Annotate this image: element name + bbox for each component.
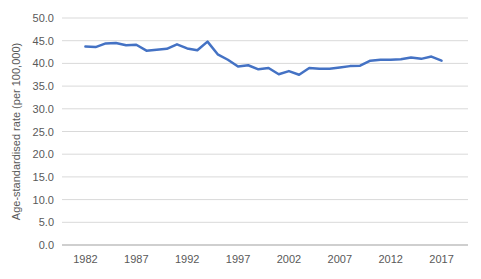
grid-line [62,199,468,200]
grid-line [62,86,468,87]
x-tick-label: 2012 [378,253,402,265]
grid-line [62,176,468,177]
x-tick-label: 2007 [328,253,352,265]
y-tick-label: 5.0 [39,216,54,228]
x-tick-label: 1997 [226,253,250,265]
y-tick-label: 25.0 [33,126,54,138]
grid-line [62,108,468,109]
y-tick-label: 45.0 [33,35,54,47]
y-tick-label: 0.0 [39,239,54,251]
x-axis-line [62,245,468,246]
y-tick-label: 30.0 [33,103,54,115]
x-tick-label: 1982 [73,253,97,265]
grid-line [62,40,468,41]
x-tick-label: 2002 [277,253,301,265]
grid-line [62,63,468,64]
x-tick-label: 1992 [175,253,199,265]
y-axis-title: Age-standardised rate (per 100,000) [10,43,22,220]
data-line [85,42,441,75]
grid-line [62,131,468,132]
y-tick-label: 15.0 [33,171,54,183]
x-tick-label: 1987 [124,253,148,265]
grid-line [62,18,468,19]
chart: 0.0 5.0 10.0 15.0 20.0 25.0 30.0 35.0 40.0 45.0 50… [0,0,481,279]
y-tick-label: 50.0 [33,12,54,24]
y-tick-label: 20.0 [33,148,54,160]
y-tick-label: 10.0 [33,194,54,206]
y-tick-label: 40.0 [33,57,54,69]
y-tick-label: 35.0 [33,80,54,92]
x-tick-label: 2017 [429,253,453,265]
grid-line [62,154,468,155]
grid-line [62,222,468,223]
grid-line [62,245,468,246]
plot-area [85,42,441,75]
